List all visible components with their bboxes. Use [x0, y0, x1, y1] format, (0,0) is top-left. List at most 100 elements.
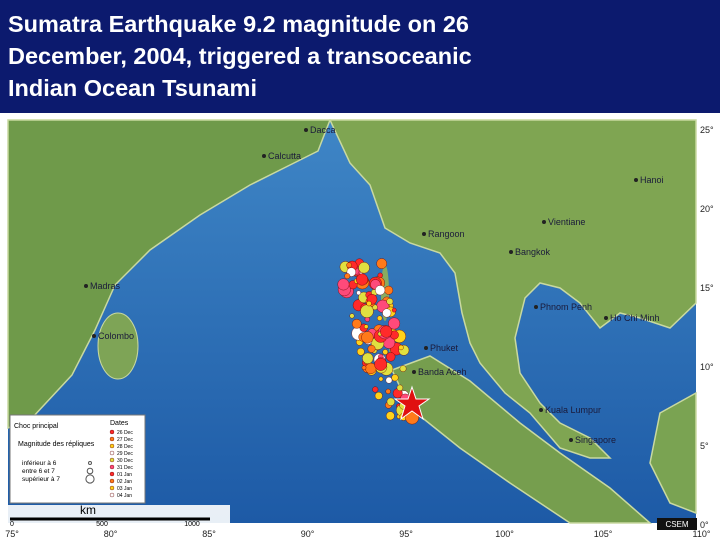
city-dot — [92, 334, 96, 338]
aftershock — [361, 331, 374, 344]
city-label: Phuket — [430, 343, 459, 353]
city-label: Vientiane — [548, 217, 585, 227]
lon-label: 90° — [301, 529, 315, 539]
lon-label: 100° — [495, 529, 514, 539]
lat-label: 0° — [700, 520, 709, 530]
city-dot — [569, 438, 573, 442]
aftershock — [382, 308, 392, 318]
aftershock — [388, 317, 401, 330]
lon-label: 80° — [104, 529, 118, 539]
aftershock — [367, 344, 376, 353]
legend-symbol — [88, 461, 92, 465]
legend-date-dot — [109, 443, 115, 449]
aftershock — [374, 357, 388, 371]
map: CSEM Dacca Calcutta Hanoi Vientiane Rangoon M… — [0, 119, 714, 539]
legend-date-dot — [109, 429, 115, 435]
city-label: Calcutta — [268, 151, 301, 161]
city-dot — [604, 316, 608, 320]
scale-label: 500 — [96, 521, 108, 528]
aftershock — [398, 344, 404, 351]
aftershock — [356, 347, 365, 356]
title-bar: Sumatra Earthquake 9.2 magnitude on 26 D… — [0, 0, 720, 113]
aftershock — [386, 352, 396, 362]
title-line: Indian Ocean Tsunami — [8, 75, 257, 101]
legend-magnitude: entre 6 et 7 — [22, 468, 55, 475]
city-dot — [304, 128, 308, 132]
city-label: Rangoon — [428, 229, 465, 239]
legend-date-dot — [109, 457, 115, 463]
lon-label: 110° — [693, 529, 711, 539]
land-sumatra — [390, 355, 652, 524]
legend-date-dot — [109, 478, 115, 484]
city-label: Hanoi — [640, 175, 664, 185]
aftershock — [337, 278, 350, 291]
city-dot — [534, 305, 538, 309]
city-dot — [422, 232, 426, 236]
aftershock — [356, 290, 361, 296]
aftershock — [356, 273, 369, 286]
aftershock — [366, 300, 372, 307]
city-label: Bangkok — [515, 247, 551, 257]
lon-label: 85° — [202, 529, 216, 539]
legend-date-dot — [109, 450, 115, 456]
aftershock — [377, 315, 383, 321]
aftershock — [361, 365, 367, 370]
city-label: Kuala Lumpur — [545, 405, 601, 415]
legend-date: 03 Jan — [117, 486, 132, 492]
legend-date: 04 Jan — [117, 493, 132, 499]
city-dot — [412, 370, 416, 374]
aftershock — [385, 376, 393, 384]
legend-date: 02 Jan — [117, 479, 132, 485]
scale-label: 0 — [10, 521, 14, 528]
aftershock — [374, 391, 383, 400]
legend-date: 28 Dec — [117, 444, 133, 450]
lon-label: 75° — [5, 529, 19, 539]
aftershock — [358, 261, 370, 274]
lat-label: 25° — [700, 125, 714, 135]
city-dot — [509, 250, 513, 254]
aftershock — [375, 285, 386, 296]
legend-symbol — [85, 474, 95, 484]
aftershock — [384, 285, 394, 295]
aftershock — [360, 304, 374, 318]
legend-date-dot — [109, 471, 115, 477]
aftershock — [386, 397, 395, 406]
city-label: Ho Chi Minh — [610, 313, 660, 323]
aftershock — [372, 386, 379, 393]
legend-date: 30 Dec — [117, 458, 133, 464]
main-shock — [393, 385, 431, 421]
city-label: Banda Aceh — [418, 367, 467, 377]
lat-label: 15° — [700, 283, 714, 293]
legend-magnitude: supérieur à 7 — [22, 476, 60, 483]
city-label: Dacca — [310, 125, 336, 135]
legend-box — [9, 414, 146, 504]
legend-date-dot — [109, 492, 115, 498]
legend-magnitude-title: Magnitude des répliques — [18, 441, 95, 448]
aftershock — [363, 324, 369, 329]
city-dot — [539, 408, 543, 412]
legend-magnitude: inférieur à 6 — [22, 460, 57, 467]
aftershock — [351, 319, 362, 329]
aftershock — [385, 388, 391, 395]
aftershock — [391, 374, 399, 382]
aftershock — [349, 313, 355, 319]
lat-label: 10° — [700, 362, 714, 372]
legend-dates-title: Dates — [110, 420, 129, 427]
city-dot — [424, 346, 428, 350]
aftershock — [382, 349, 389, 355]
land-sri-lanka — [97, 312, 139, 380]
scale-box — [0, 505, 230, 527]
title-line: December, 2004, triggered a transoceanic — [8, 43, 472, 69]
legend-date: 27 Dec — [117, 437, 133, 443]
city-dot — [542, 220, 546, 224]
city-label: Madras — [90, 281, 121, 291]
city-label: Singapore — [575, 435, 616, 445]
land-borneo — [649, 391, 697, 515]
legend-date: 26 Dec — [117, 430, 133, 436]
legend-date-dot — [109, 436, 115, 442]
lat-label: 5° — [700, 441, 709, 451]
legend-date: 01 Jan — [117, 472, 132, 478]
aftershock — [378, 376, 384, 382]
city-dot — [262, 154, 266, 158]
